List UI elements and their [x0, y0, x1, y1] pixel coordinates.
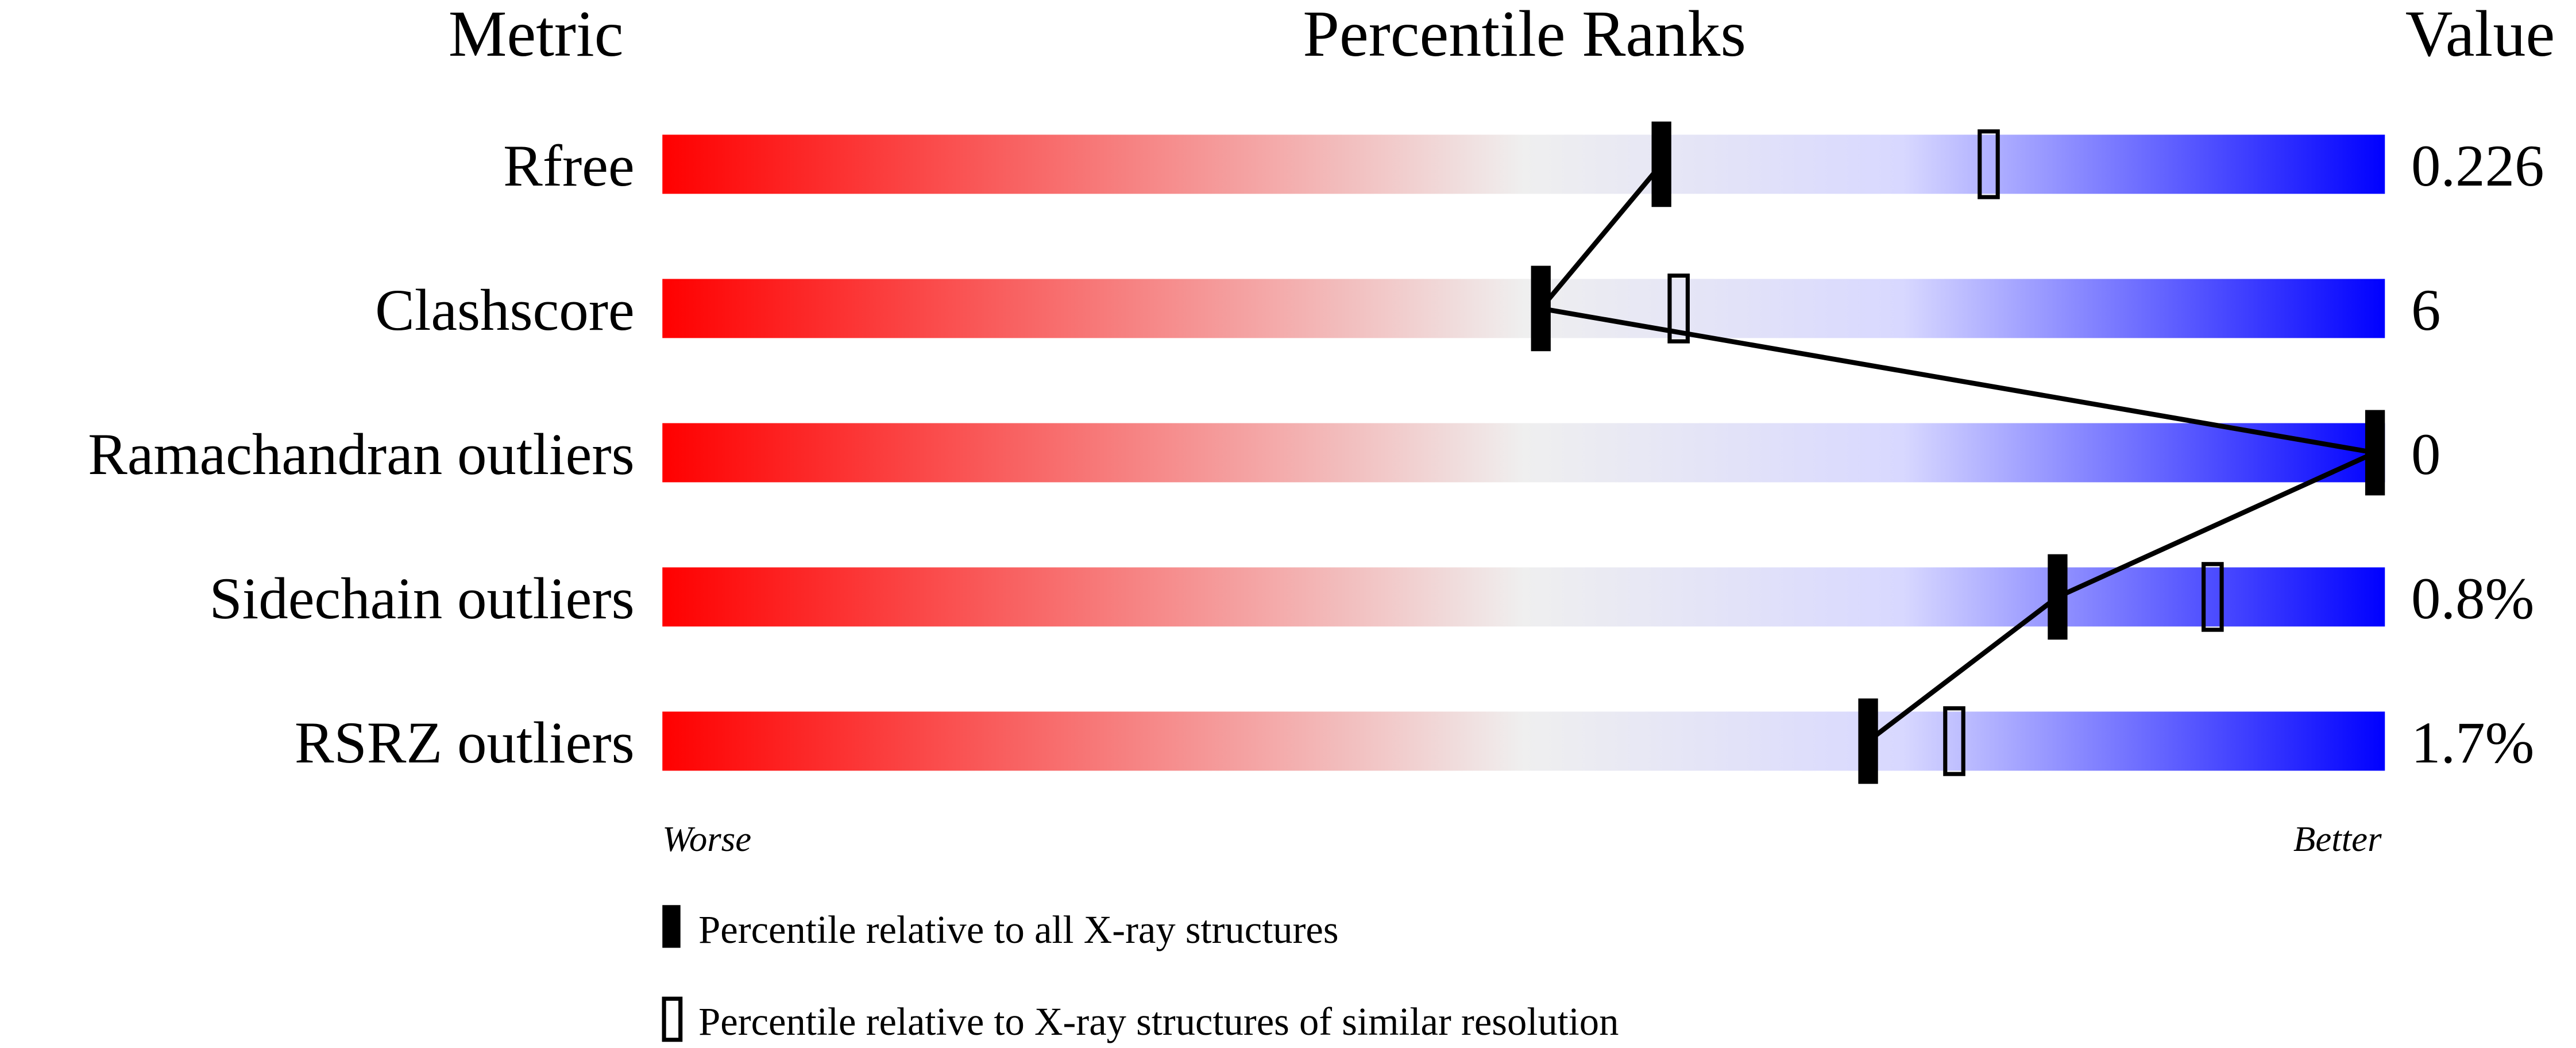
metric-value: 0 — [2411, 422, 2440, 487]
legend-filled-marker — [662, 905, 681, 948]
metric-value: 1.7% — [2411, 710, 2534, 776]
percentile-bar — [662, 567, 2385, 627]
percentile-bar — [662, 423, 2385, 483]
header-percentile-ranks: Percentile Ranks — [1303, 0, 1746, 70]
better-label: Better — [2293, 819, 2382, 859]
similar-resolution-marker — [1667, 273, 1690, 344]
metric-value: 6 — [2411, 278, 2440, 343]
all-structures-marker — [1651, 121, 1671, 207]
metric-value: 0.226 — [2411, 133, 2544, 199]
legend-open-label: Percentile relative to X-ray structures … — [698, 1000, 1619, 1043]
percentile-bar — [662, 134, 2385, 194]
percentile-bar — [662, 711, 2385, 771]
metric-value: 0.8% — [2411, 566, 2534, 631]
similar-resolution-marker — [1943, 706, 1965, 776]
similar-resolution-marker — [1978, 129, 2000, 199]
worse-label: Worse — [662, 819, 751, 859]
metric-label: RSRZ outliers — [295, 710, 635, 776]
header-value: Value — [2405, 0, 2555, 70]
similar-resolution-marker — [2202, 562, 2224, 632]
all-structures-marker — [1858, 698, 1878, 784]
all-structures-marker — [2048, 554, 2068, 640]
metric-label: Rfree — [503, 133, 635, 199]
percentile-bar — [662, 279, 2385, 338]
legend-filled-label: Percentile relative to all X-ray structu… — [698, 908, 1338, 951]
metric-label: Sidechain outliers — [209, 566, 634, 631]
all-structures-marker — [1531, 265, 1551, 352]
all-structures-marker — [2365, 410, 2385, 496]
header-metric: Metric — [449, 0, 624, 70]
legend-open-marker — [662, 996, 683, 1042]
metric-label: Ramachandran outliers — [88, 422, 635, 487]
metric-label: Clashscore — [375, 278, 635, 343]
